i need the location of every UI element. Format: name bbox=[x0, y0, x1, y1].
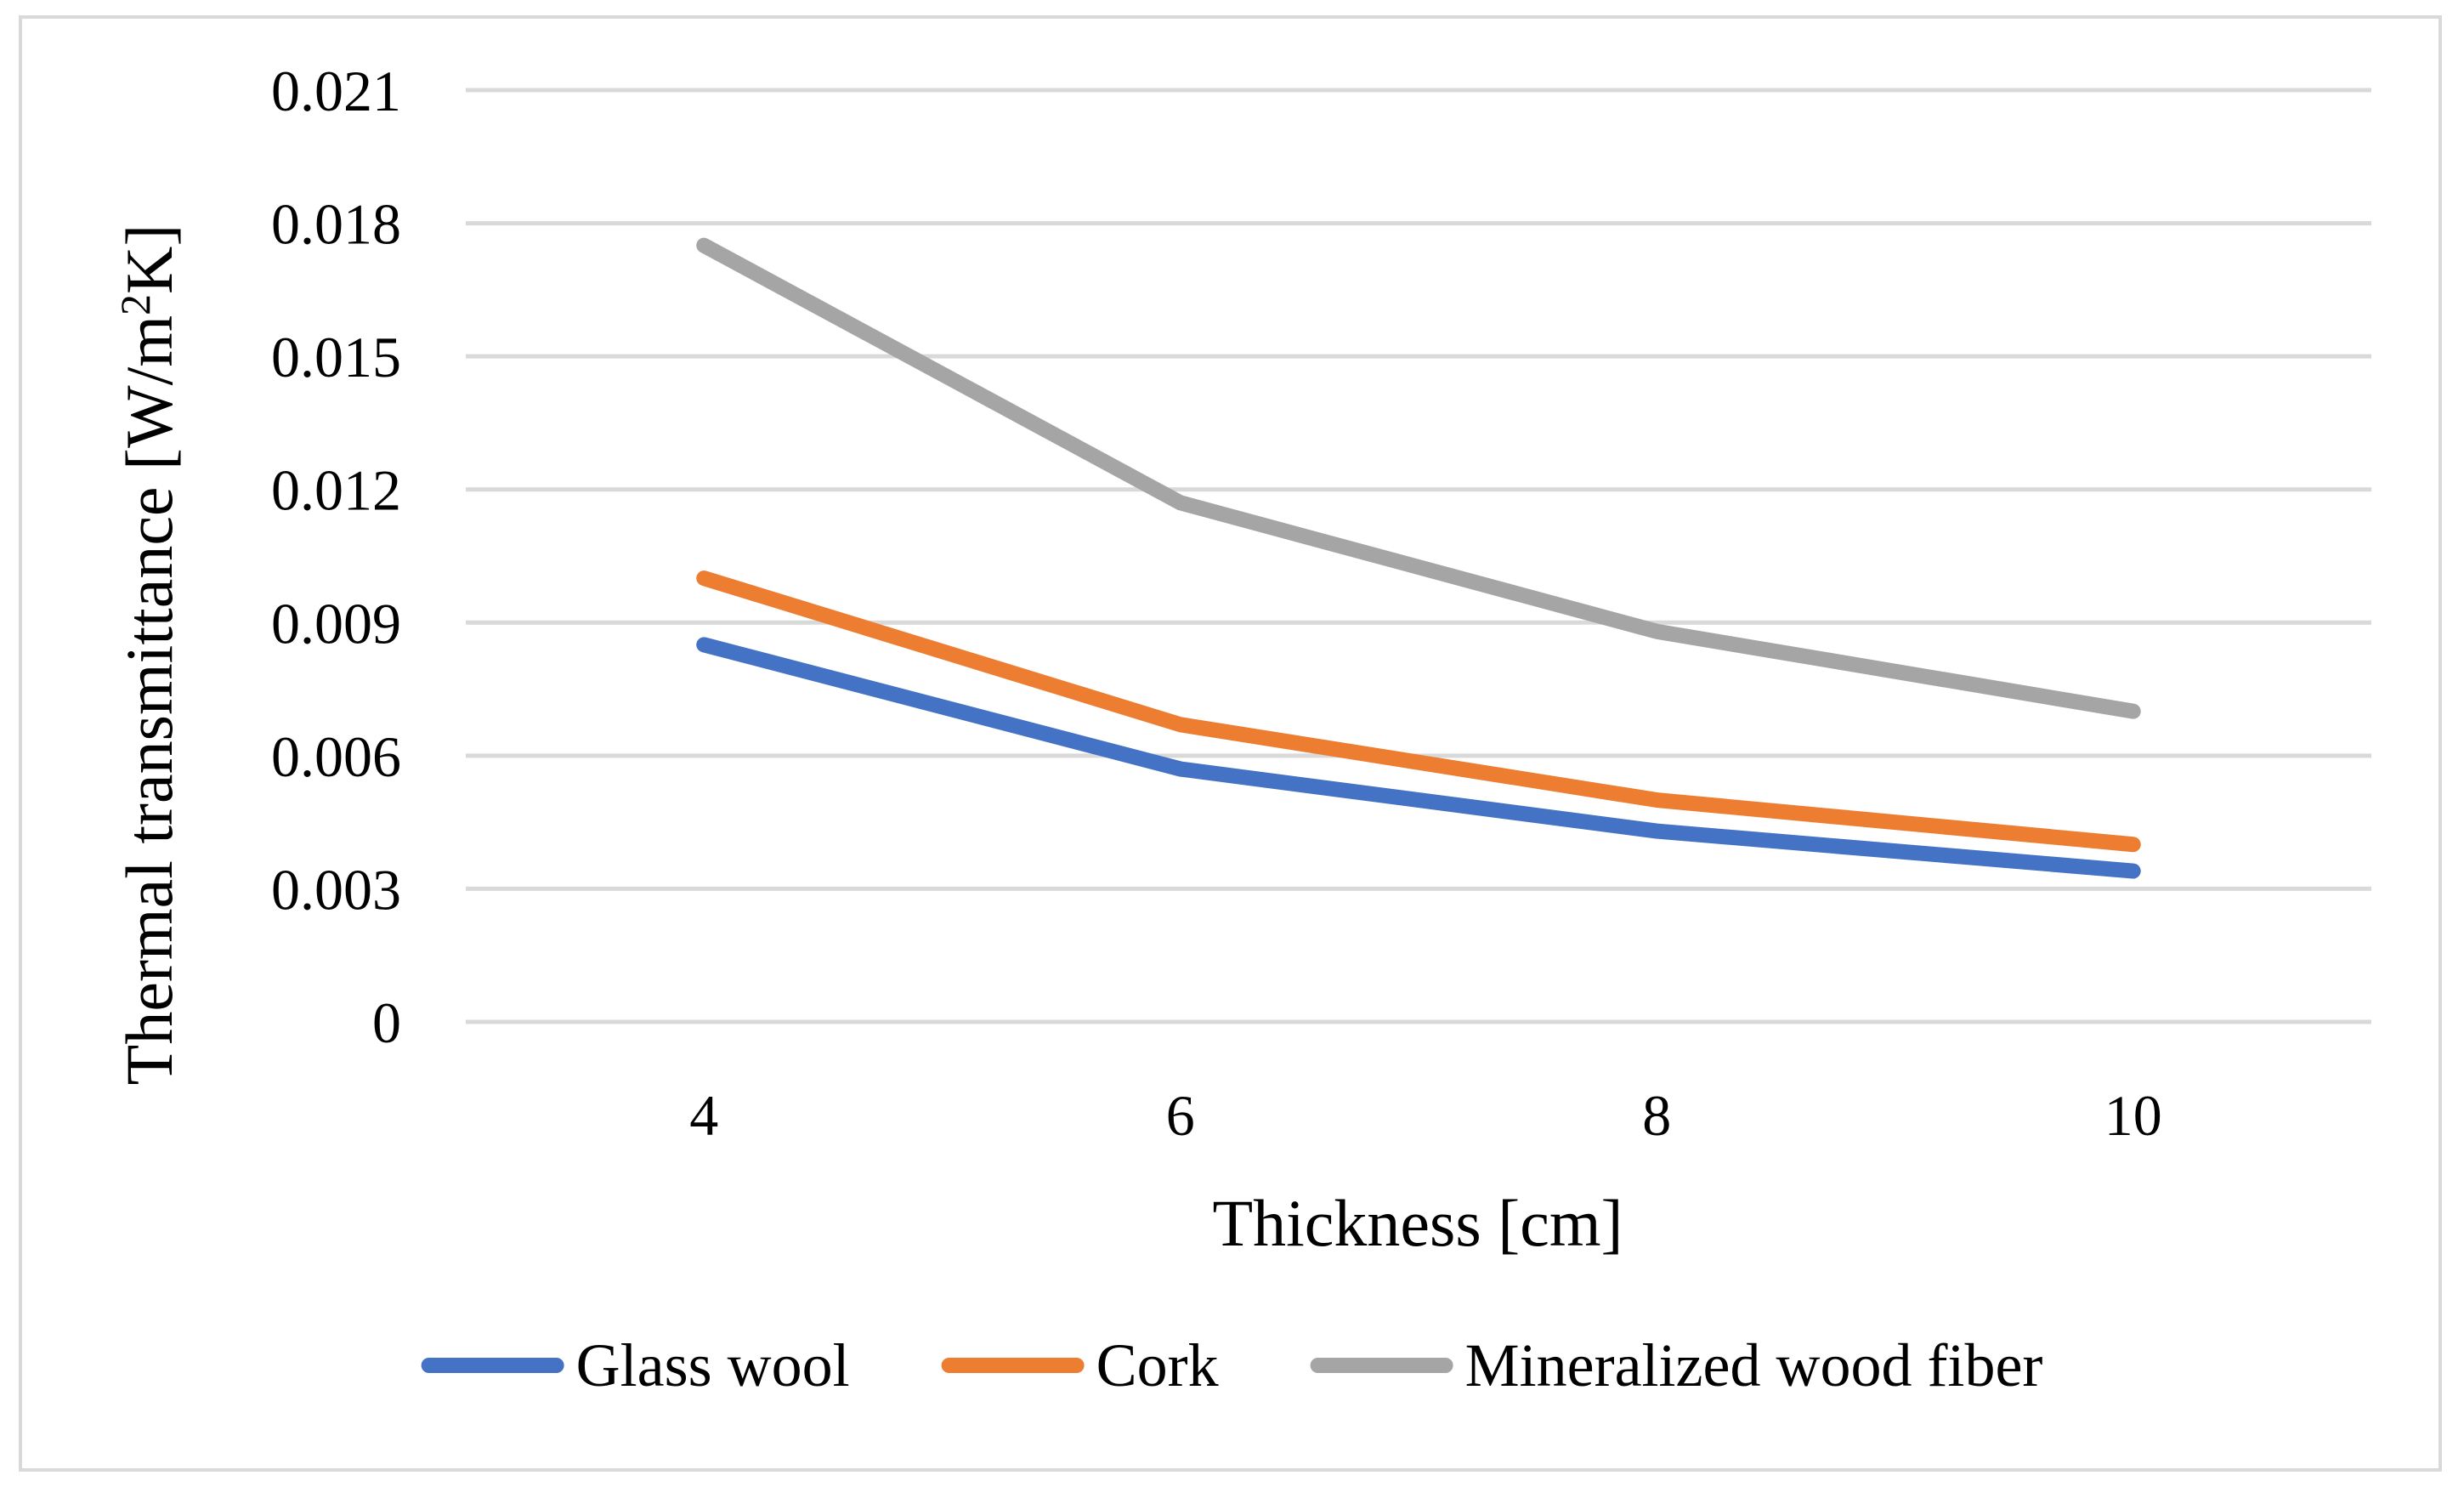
series-line-glass-wool bbox=[696, 637, 2141, 879]
legend: Glass wool Cork Mineralized wood fiber bbox=[421, 1331, 2043, 1399]
legend-label: Glass wool bbox=[576, 1331, 850, 1399]
y-tick-label: 0.018 bbox=[271, 192, 401, 257]
y-tick-label: 0.012 bbox=[271, 458, 401, 523]
gridlines bbox=[466, 88, 2371, 1024]
chart-frame bbox=[19, 15, 2442, 1472]
x-axis-title: Thickness [cm] bbox=[1212, 1186, 1623, 1260]
series-line-cork bbox=[696, 570, 2141, 853]
y-tick-label: 0.009 bbox=[271, 591, 401, 655]
x-tick-label: 4 bbox=[689, 1083, 718, 1148]
legend-label: Cork bbox=[1096, 1331, 1219, 1399]
y-axis-title-superscript: 2 bbox=[111, 294, 159, 315]
y-axis-title-main: Thermal transmittance [W/m bbox=[112, 315, 186, 1085]
y-tick-label: 0.003 bbox=[271, 857, 401, 922]
y-axis-ticks: 0 0.003 0.006 0.009 0.012 0.015 0.018 0.021 bbox=[271, 59, 401, 1055]
y-tick-label: 0.006 bbox=[271, 724, 401, 789]
y-tick-label: 0.021 bbox=[271, 59, 401, 123]
y-tick-label: 0 bbox=[372, 990, 401, 1055]
x-tick-label: 8 bbox=[1642, 1083, 1671, 1148]
legend-label: Mineralized wood fiber bbox=[1465, 1331, 2043, 1399]
x-axis-ticks: 4 6 8 10 bbox=[689, 1083, 2162, 1148]
y-axis-title: Thermal transmittance [W/m2K] bbox=[111, 224, 186, 1086]
series-lines bbox=[696, 237, 2141, 879]
x-tick-label: 10 bbox=[2104, 1083, 2162, 1148]
y-axis-title-tail: K] bbox=[112, 224, 186, 294]
x-tick-label: 6 bbox=[1166, 1083, 1195, 1148]
y-tick-label: 0.015 bbox=[271, 325, 401, 389]
series-line-mineralized-wood-fiber bbox=[696, 237, 2141, 719]
